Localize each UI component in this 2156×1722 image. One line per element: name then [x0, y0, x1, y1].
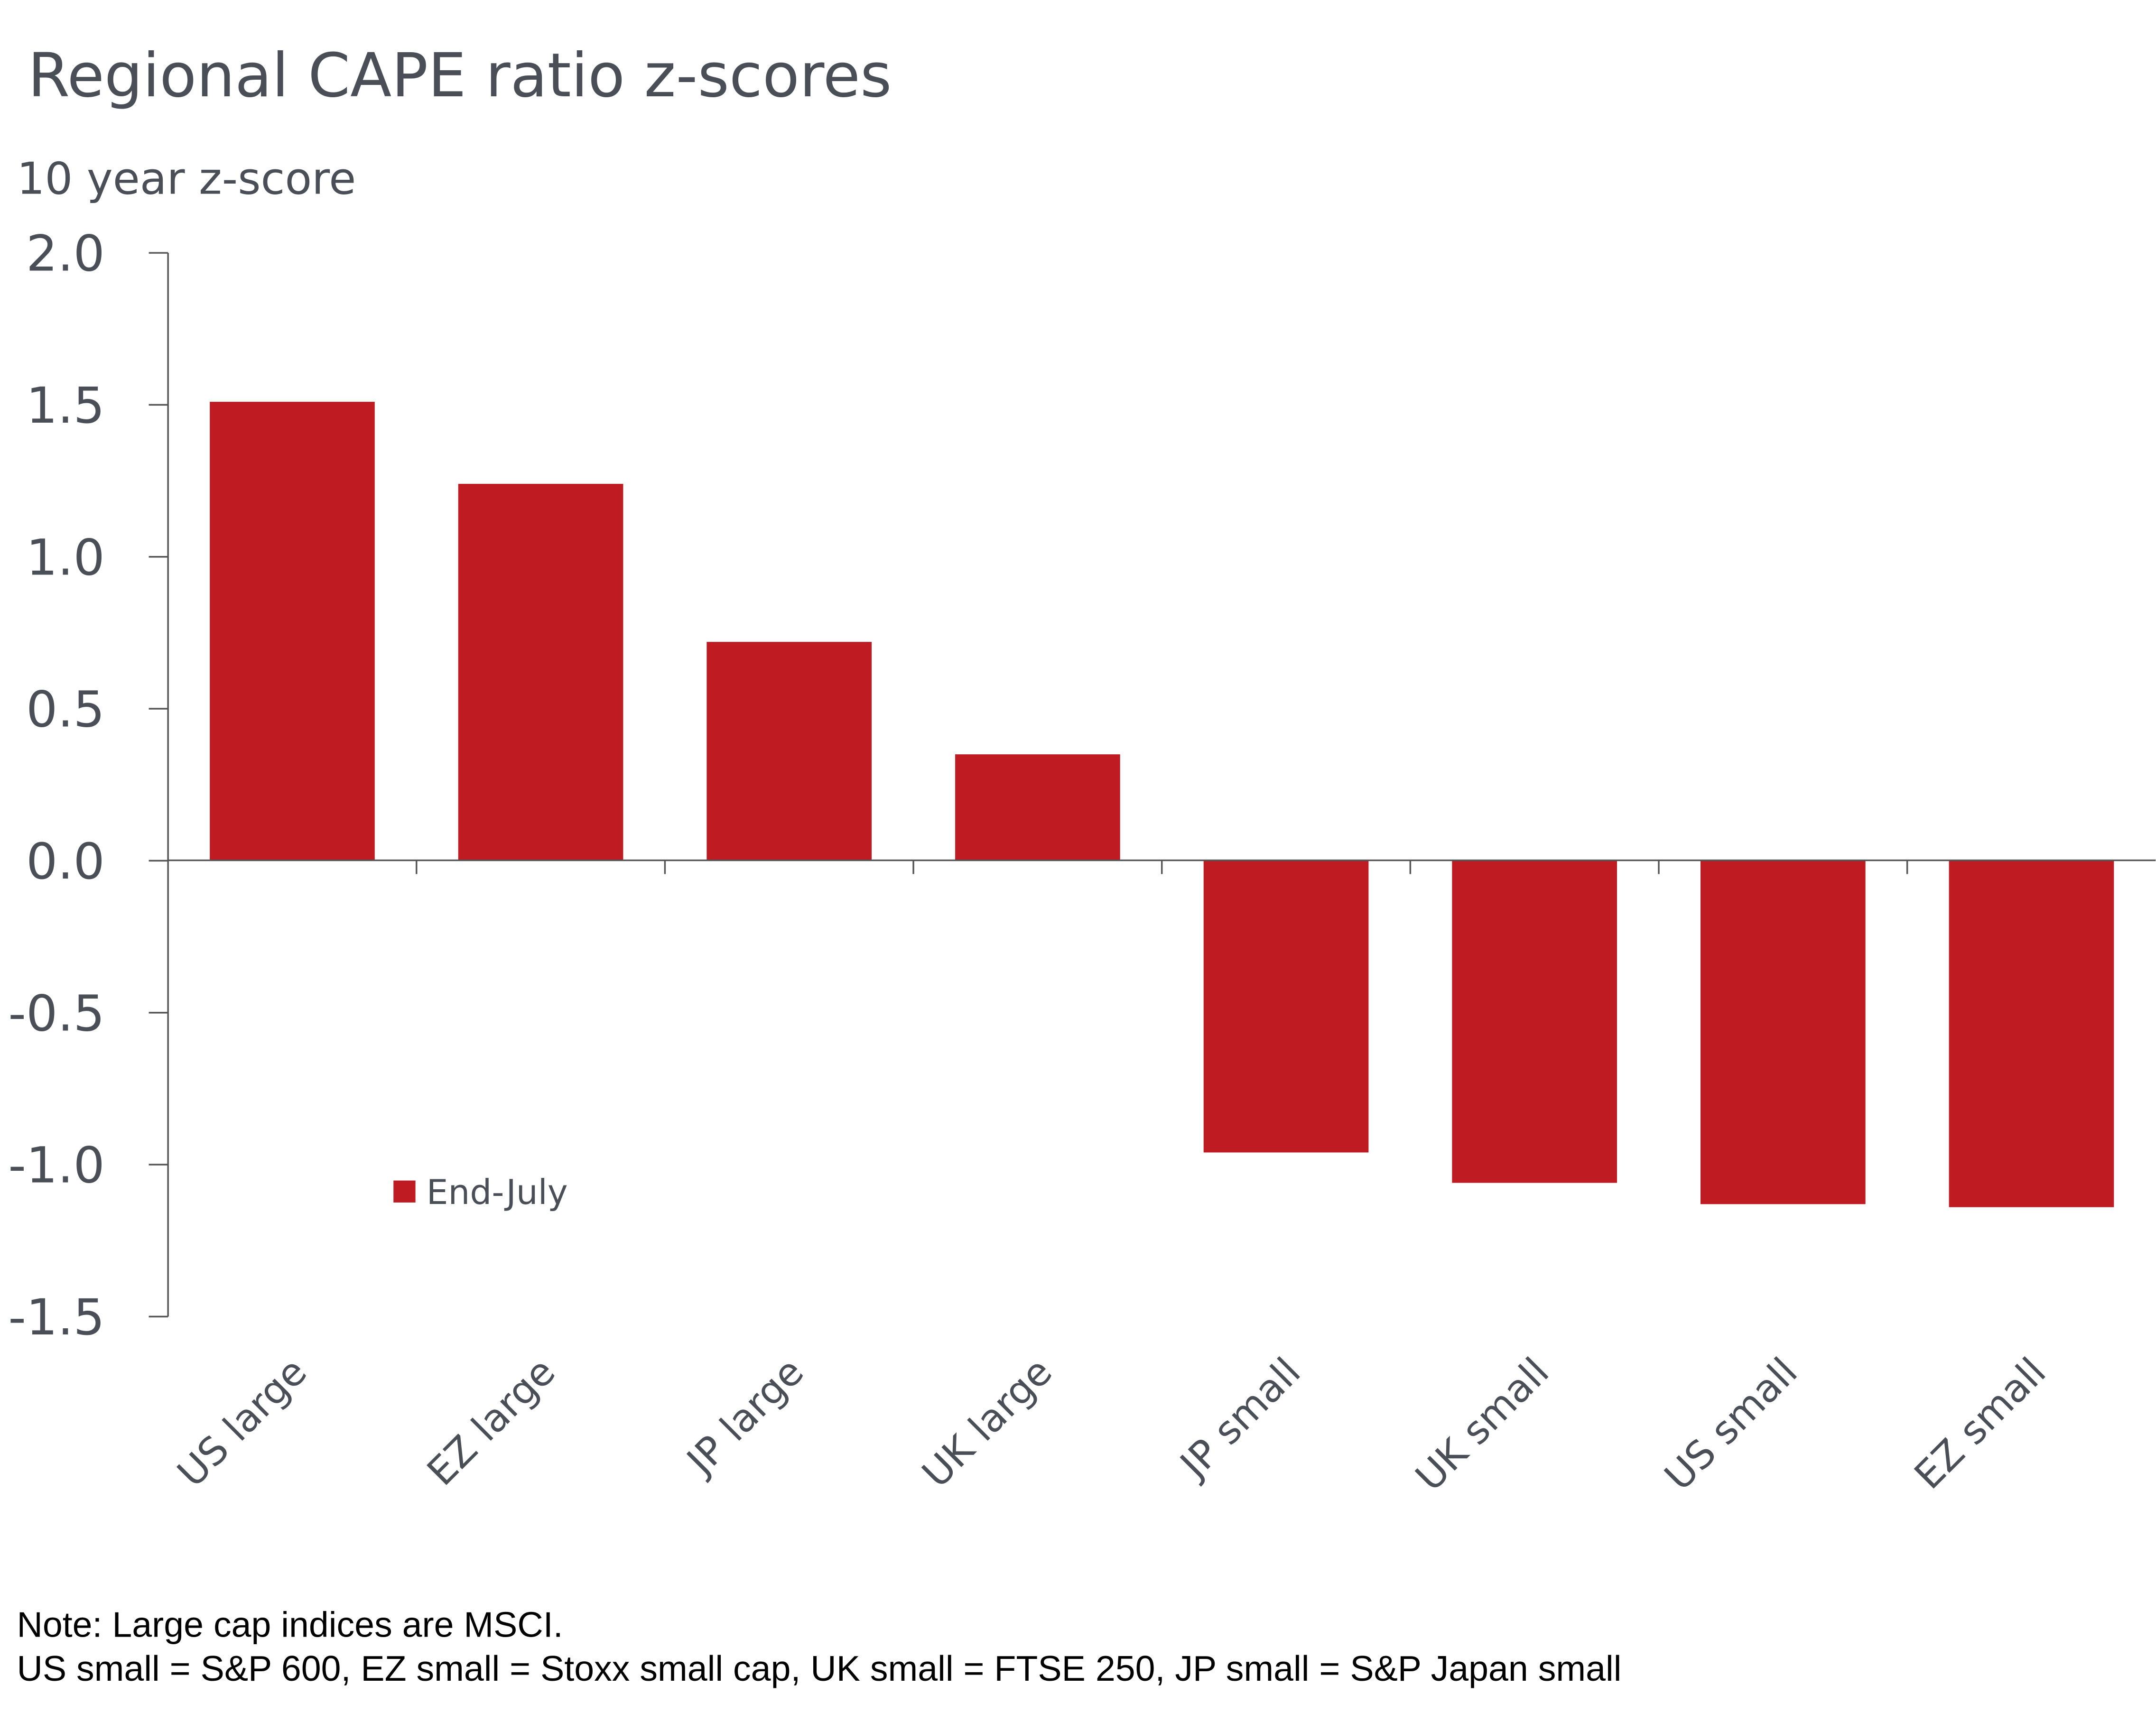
- bar-us-small: [1701, 861, 1866, 1204]
- x-tick-label: UK small: [1407, 1350, 1558, 1500]
- bar-jp-large: [706, 642, 872, 861]
- legend-swatch: [393, 1180, 416, 1203]
- x-tick-label: US large: [169, 1350, 315, 1496]
- y-tick-label: 0.0: [26, 833, 105, 890]
- chart-title: Regional CAPE ratio z-scores: [28, 41, 892, 111]
- bar-ez-large: [458, 483, 623, 861]
- bar-us-large: [210, 401, 375, 861]
- y-tick-label: -0.5: [8, 984, 104, 1042]
- bar-jp-small: [1203, 861, 1369, 1153]
- y-tick-label: -1.0: [8, 1137, 104, 1194]
- bar-uk-large: [955, 754, 1120, 861]
- x-tick-label: US small: [1656, 1350, 1806, 1500]
- note-line-1: Note: Large cap indices are MSCI.: [17, 1604, 563, 1644]
- x-tick-label: EZ large: [419, 1350, 564, 1495]
- x-tick-label: JP small: [1171, 1350, 1309, 1488]
- x-tick-label: EZ small: [1906, 1350, 2054, 1498]
- y-tick-label: 1.0: [26, 528, 105, 586]
- legend-label: End-July: [427, 1173, 568, 1213]
- y-tick-label: -1.5: [8, 1288, 104, 1346]
- bar-ez-small: [1949, 861, 2114, 1207]
- x-tick-label: JP large: [677, 1350, 812, 1485]
- y-tick-label: 2.0: [26, 225, 105, 283]
- y-tick-label: 1.5: [26, 377, 105, 435]
- y-axis-label: 10 year z-score: [17, 153, 356, 204]
- note-line-2: US small = S&P 600, EZ small = Stoxx sma…: [17, 1648, 1621, 1688]
- legend: End-July: [393, 1173, 568, 1213]
- x-tick-label: UK large: [914, 1350, 1061, 1497]
- y-tick-label: 0.5: [26, 681, 105, 739]
- bar-uk-small: [1452, 861, 1617, 1183]
